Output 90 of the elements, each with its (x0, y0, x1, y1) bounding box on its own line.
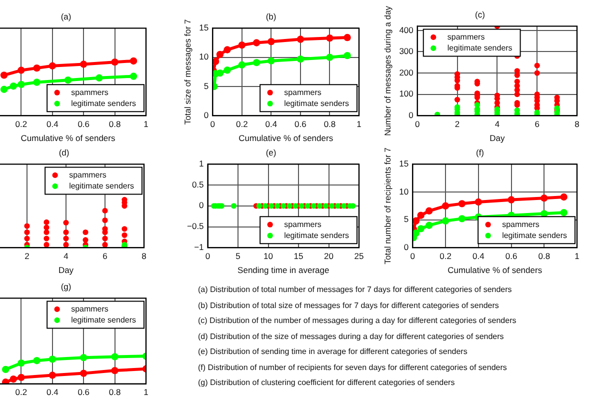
y-tick-label: 0 (204, 110, 209, 120)
y-tick-label: 0.5 (192, 179, 204, 190)
legend-label: spammers (447, 32, 485, 42)
x-axis-title: Cumulative % of senders (448, 265, 542, 276)
chart-title: (e) (266, 147, 276, 158)
y-axis-title: Total number of recipients for 7 (382, 147, 392, 264)
legend-label: legitimate senders (284, 98, 349, 108)
x-tick-label: 4 (494, 119, 500, 130)
x-axis-title: Day (490, 133, 506, 144)
text: (d) Distribution of the size of messages during a day for different categories of senders (198, 330, 505, 343)
x-tick-label: 15 (294, 251, 304, 262)
chart-title: (a) (60, 11, 72, 22)
legend-label: legitimate senders (69, 181, 134, 190)
y-tick-label: 400 (399, 24, 414, 35)
y-tick-label: 5 (404, 214, 409, 224)
x-tick-label: 1 (144, 119, 149, 130)
x-axis-title: Day (58, 265, 74, 276)
legend-label: legitimate senders (71, 315, 136, 324)
x-tick-label: 5 (236, 251, 241, 262)
legend-label: spammers (284, 220, 322, 229)
legend-label: legitimate senders (71, 98, 136, 108)
x-tick-label: 8 (142, 251, 147, 262)
x-axis-title: Cumulative % of senders (20, 133, 116, 144)
y-tick-label: 0 (408, 110, 414, 120)
legend-label: spammers (71, 88, 108, 97)
x-axis-title: Sending time in average (238, 265, 330, 276)
text: (b) Distribution of total size of messages for 7 days for different categories of senders (198, 300, 500, 312)
y-tick-label: 300 (399, 46, 414, 56)
text: (a) Distribution of total number of messages for 7 days for different categories of senders (198, 284, 513, 296)
chart-title: (f) (476, 147, 484, 158)
x-tick-label: 0.6 (78, 387, 90, 398)
chart-title: (b) (266, 11, 276, 22)
x-tick-label: 0 (210, 119, 216, 130)
x-tick-label: 6 (102, 251, 108, 262)
y-tick-label: 5 (204, 80, 209, 91)
x-tick-label: 0.6 (505, 251, 518, 262)
x-tick-label: 8 (574, 119, 580, 130)
x-axis-title: Cumulative % of senders (238, 133, 334, 144)
y-tick-label: −0.5 (187, 221, 204, 232)
x-tick-label: 0.4 (472, 251, 485, 262)
y-tick-label: 15 (399, 158, 409, 169)
y-axis-title: Total size of messages for 7 (182, 18, 192, 125)
x-tick-label: 1 (144, 387, 149, 398)
chart-title: (c) (475, 9, 486, 20)
x-tick-label: 0.2 (15, 387, 28, 398)
x-tick-label: 0.8 (108, 387, 121, 398)
legend-label: spammers (502, 220, 540, 229)
x-tick-label: 0.2 (236, 119, 248, 130)
x-tick-label: 25 (354, 251, 364, 262)
y-tick-label: 0 (199, 200, 204, 210)
x-tick-label: 0.6 (294, 119, 307, 130)
x-tick-label: 1 (356, 119, 362, 130)
x-tick-label: 0 (415, 119, 420, 130)
x-tick-label: 0.8 (538, 251, 550, 262)
x-tick-label: 1 (574, 251, 580, 262)
text: (g) Distribution of clustering coefficient for different categories of senders (198, 377, 456, 389)
y-tick-label: 15 (199, 22, 209, 33)
x-tick-label: 20 (324, 251, 334, 262)
x-tick-label: 0.4 (46, 387, 59, 398)
y-tick-label: 100 (399, 88, 414, 99)
x-tick-label: 10 (264, 251, 274, 262)
x-tick-label: 2 (454, 119, 460, 130)
legend-label: spammers (69, 170, 106, 180)
x-tick-label: 0.2 (440, 251, 452, 262)
legend-label: legitimate senders (284, 230, 349, 240)
y-tick-label: 10 (199, 52, 209, 62)
chart-title: (g) (60, 281, 72, 292)
y-axis-title: Number of messages during a day (382, 5, 392, 136)
legend-label: legitimate senders (502, 230, 567, 240)
x-tick-label: 0.8 (108, 119, 121, 130)
chart-title: (d) (58, 147, 70, 158)
x-tick-label: 4 (64, 251, 69, 262)
y-tick-label: −1 (194, 242, 204, 252)
x-tick-label: 0.2 (15, 119, 28, 130)
y-tick-label: 1 (199, 158, 204, 169)
text: (f) Distribution of number of recipients for seven days for different categories of senders (198, 362, 508, 374)
legend-label: legitimate senders (447, 43, 512, 52)
x-tick-label: 0.8 (324, 119, 336, 130)
text: (c) Distribution of the number of messages during a day for different categories of senders (198, 315, 518, 327)
x-tick-label: 2 (24, 251, 30, 262)
legend-label: spammers (71, 304, 108, 314)
x-tick-label: 6 (534, 119, 540, 130)
legend-label: spammers (284, 88, 322, 97)
y-tick-label: 200 (399, 67, 414, 78)
text: (e) Distribution of sending time in average for different categories of senders (198, 346, 468, 358)
x-tick-label: 0.4 (265, 119, 278, 130)
x-tick-label: 0.4 (46, 119, 59, 130)
x-tick-label: 0.6 (78, 119, 90, 130)
y-tick-label: 0 (404, 242, 409, 252)
y-tick-label: 10 (399, 186, 409, 196)
